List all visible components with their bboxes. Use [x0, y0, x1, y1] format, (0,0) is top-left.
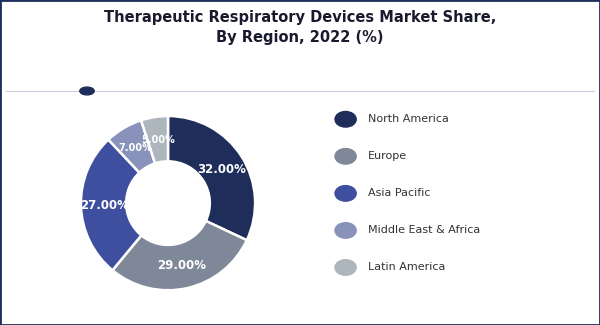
Text: 5.00%: 5.00%: [141, 135, 175, 145]
Text: PRECEDENCE: PRECEDENCE: [14, 33, 73, 43]
Text: 27.00%: 27.00%: [80, 199, 129, 212]
Text: RESEARCH: RESEARCH: [20, 56, 67, 65]
Circle shape: [335, 186, 356, 201]
Text: North America: North America: [368, 114, 449, 124]
Text: 29.00%: 29.00%: [157, 259, 206, 272]
Text: Therapeutic Respiratory Devices Market Share,
By Region, 2022 (%): Therapeutic Respiratory Devices Market S…: [104, 10, 496, 45]
Text: Europe: Europe: [368, 151, 407, 161]
Text: Middle East & Africa: Middle East & Africa: [368, 226, 481, 235]
Circle shape: [335, 260, 356, 275]
Wedge shape: [109, 120, 155, 173]
Circle shape: [335, 223, 356, 238]
Wedge shape: [81, 140, 142, 270]
Wedge shape: [112, 221, 247, 290]
Text: Latin America: Latin America: [368, 263, 446, 272]
Text: Asia Pacific: Asia Pacific: [368, 188, 431, 198]
Wedge shape: [168, 116, 255, 240]
Wedge shape: [141, 116, 168, 163]
Circle shape: [335, 149, 356, 164]
Circle shape: [335, 111, 356, 127]
Text: 32.00%: 32.00%: [197, 162, 246, 176]
Text: 7.00%: 7.00%: [119, 143, 152, 153]
